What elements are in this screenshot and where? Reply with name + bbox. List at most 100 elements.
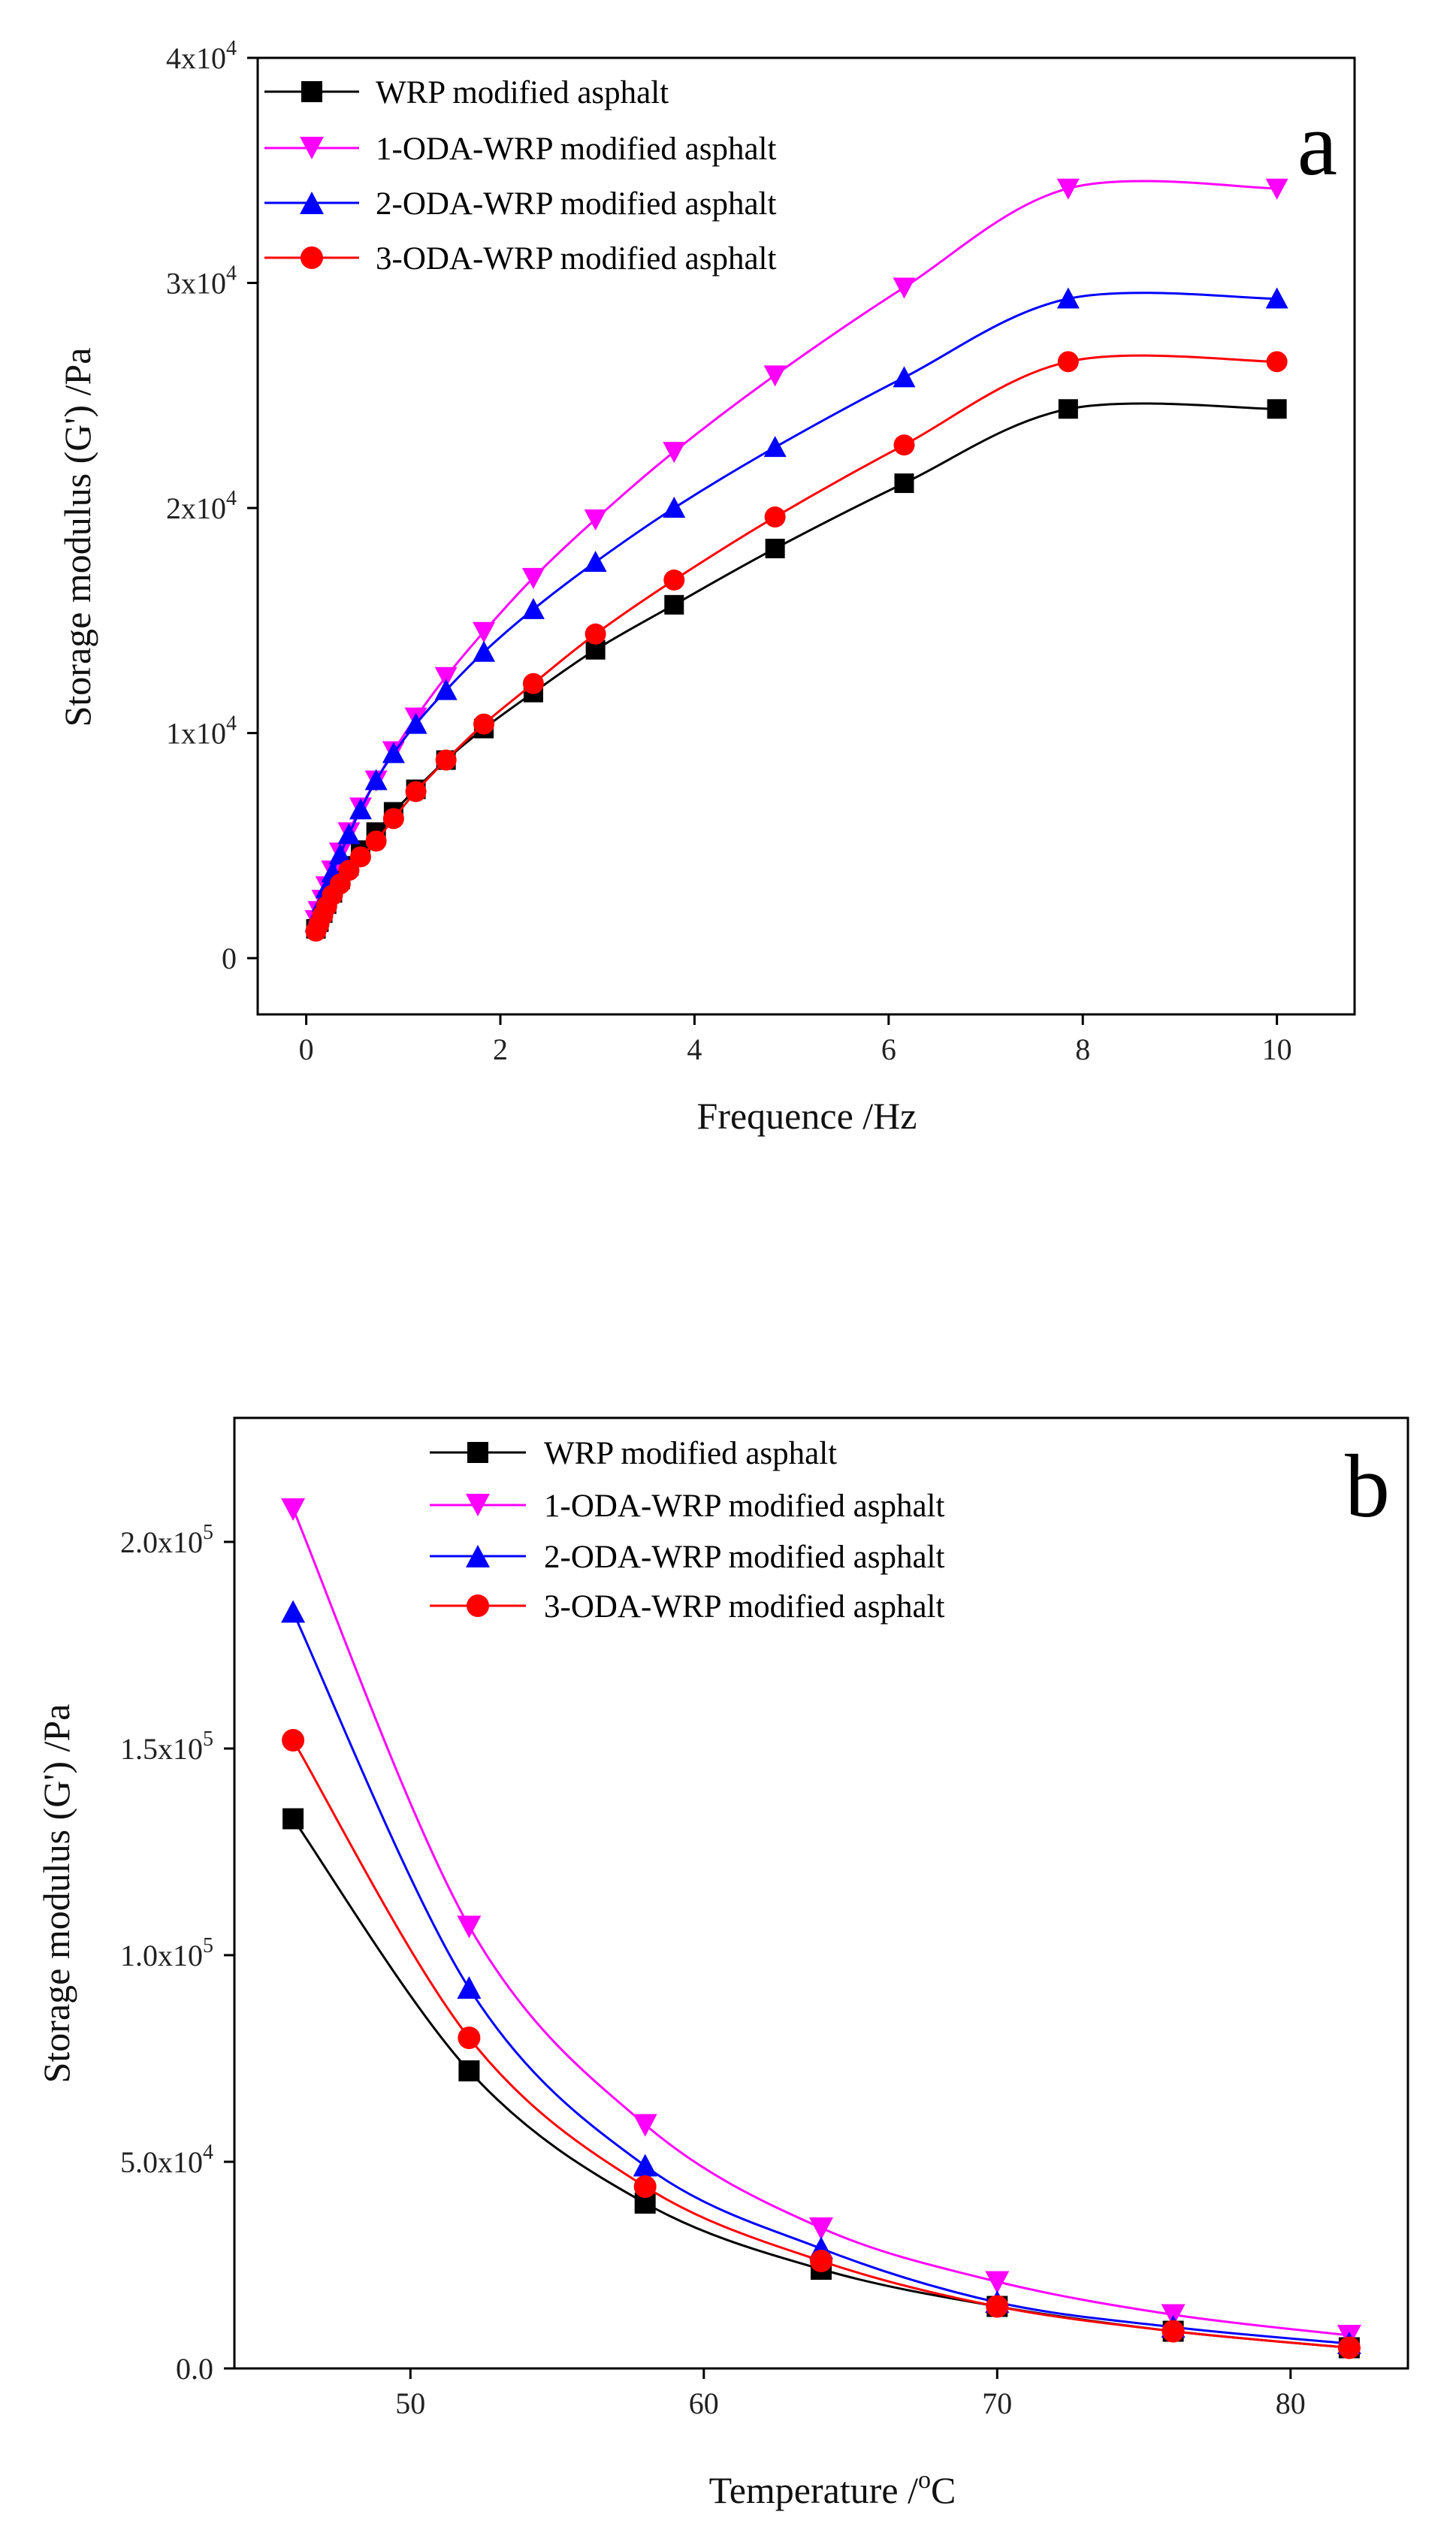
chart-b-xlabel: Temperature /oC <box>709 2466 956 2511</box>
data-point <box>457 1915 482 1939</box>
x-tick-label: 2 <box>493 1032 508 1066</box>
chart-b-plot-frame <box>233 1416 1409 2370</box>
data-point <box>458 2027 481 2049</box>
series-line <box>292 1508 1350 2337</box>
series-4 <box>282 1729 1361 2359</box>
y-tick-label: 2.0x105 <box>120 1521 213 1559</box>
legend-marker <box>300 137 324 159</box>
chart-b-legend: WRP modified asphalt 1-ODA-WRP modified … <box>430 1436 944 1625</box>
chart-a-plot-frame <box>256 56 1356 1016</box>
data-point <box>986 2295 1009 2318</box>
chart-b-panel-label: b <box>1345 1436 1390 1536</box>
legend-entry: 1-ODA-WRP modified asphalt <box>264 131 776 167</box>
data-point <box>337 823 361 845</box>
data-point <box>1265 178 1288 200</box>
legend-label: 2-ODA-WRP modified asphalt <box>544 1540 944 1575</box>
data-point <box>382 742 405 763</box>
data-point <box>364 769 388 790</box>
chart-b-axes: 50 60 70 80 0.0 5.0x104 1.0x105 1.5x105 2.0x105 <box>120 1521 1306 2420</box>
series-3 <box>281 1600 1361 2354</box>
data-point <box>328 843 352 865</box>
data-point <box>1058 399 1078 419</box>
chart-a-axes: 0 2 4 6 8 10 0 1x104 2x104 3x104 4x104 <box>166 37 1292 1066</box>
data-point <box>663 442 686 464</box>
legend-entry: 1-ODA-WRP modified asphalt <box>430 1489 944 1524</box>
data-point <box>633 2175 657 2198</box>
legend-marker <box>467 1594 489 1617</box>
data-point <box>1056 178 1080 200</box>
legend-entry: WRP modified asphalt <box>430 1436 837 1471</box>
data-point <box>382 808 404 830</box>
data-point <box>764 506 786 528</box>
data-point <box>1057 351 1079 373</box>
series-4 <box>305 351 1288 942</box>
y-tick-label: 1x104 <box>166 712 237 751</box>
y-tick-label: 3x104 <box>166 262 237 301</box>
legend-entry: WRP modified asphalt <box>264 75 669 110</box>
chart-a-xlabel: Frequence /Hz <box>697 1095 917 1137</box>
data-point <box>473 713 495 735</box>
y-tick-label: 4x104 <box>166 37 237 75</box>
y-tick-label: 2x104 <box>166 487 237 525</box>
legend-label: 1-ODA-WRP modified asphalt <box>376 131 776 167</box>
data-point <box>458 2060 480 2081</box>
chart-a-panel-label: a <box>1297 94 1337 194</box>
y-tick-label: 0.0 <box>176 2352 213 2386</box>
data-point <box>282 1729 305 1752</box>
legend-marker <box>300 192 324 214</box>
data-point <box>473 640 496 662</box>
data-point <box>434 666 458 688</box>
data-point <box>765 538 785 558</box>
data-point <box>281 1498 306 1521</box>
legend-entry: 2-ODA-WRP modified asphalt <box>430 1540 944 1575</box>
data-point <box>1267 399 1287 419</box>
legend-entry: 3-ODA-WRP modified asphalt <box>264 241 776 277</box>
chart-a: 0 2 4 6 8 10 0 1x104 2x104 3x104 4x104 Frequence /… <box>56 37 1356 1137</box>
legend-marker <box>466 1545 490 1567</box>
series-line <box>315 402 1277 929</box>
x-tick-label: 60 <box>689 2386 719 2420</box>
data-point <box>434 679 458 700</box>
data-point <box>1265 287 1288 309</box>
data-point <box>349 846 371 868</box>
chart-a-ylabel: Storage modulus (G') /Pa <box>56 348 98 727</box>
data-point <box>809 2217 833 2240</box>
y-tick-label: 1.0x105 <box>120 1934 213 1972</box>
legend-marker <box>301 81 322 102</box>
data-point <box>763 436 787 458</box>
data-point <box>810 2250 832 2272</box>
data-point <box>893 434 915 456</box>
data-point <box>473 621 496 643</box>
y-tick-label: 5.0x104 <box>120 2141 213 2179</box>
data-point <box>584 509 607 531</box>
series-1 <box>282 1808 1360 2359</box>
data-point <box>663 569 685 591</box>
legend-label: 1-ODA-WRP modified asphalt <box>544 1489 944 1524</box>
x-tick-label: 8 <box>1075 1032 1090 1066</box>
data-point <box>763 365 787 387</box>
data-point <box>633 2154 657 2177</box>
legend-entry: 2-ODA-WRP modified asphalt <box>264 186 776 222</box>
legend-marker <box>466 1494 490 1516</box>
chart-a-marks <box>304 178 1288 942</box>
data-point <box>893 277 916 299</box>
y-tick-label: 1.5x105 <box>120 1727 213 1766</box>
y-tick-label: 0 <box>222 942 237 975</box>
series-3 <box>304 287 1288 932</box>
data-point <box>663 497 686 518</box>
legend-entry: 3-ODA-WRP modified asphalt <box>430 1589 944 1625</box>
data-point <box>584 550 607 572</box>
chart-a-legend: WRP modified asphalt 1-ODA-WRP modified … <box>264 75 776 277</box>
data-point <box>457 1976 482 1999</box>
x-tick-label: 70 <box>982 2386 1012 2420</box>
legend-marker <box>301 246 323 269</box>
x-tick-label: 6 <box>881 1032 896 1066</box>
series-2 <box>304 178 1288 932</box>
data-point <box>349 798 372 820</box>
series-line <box>315 354 1277 932</box>
x-tick-label: 50 <box>395 2386 425 2420</box>
x-tick-label: 80 <box>1276 2386 1306 2420</box>
legend-marker <box>467 1442 488 1463</box>
series-line <box>292 1611 1350 2345</box>
legend-label: WRP modified asphalt <box>544 1436 837 1471</box>
